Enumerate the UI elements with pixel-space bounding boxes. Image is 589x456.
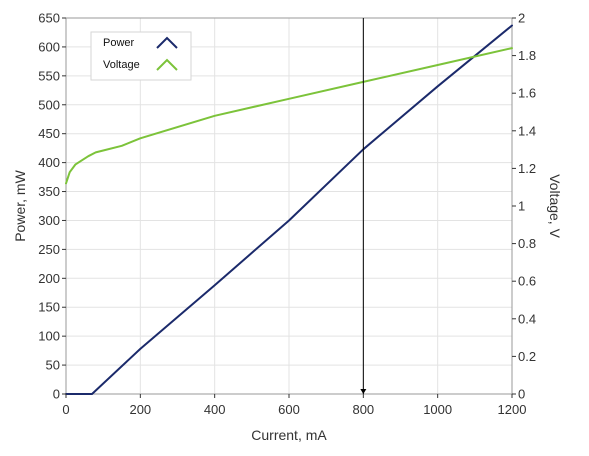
legend-swatch-power [156,36,178,49]
x-tick-label: 400 [204,402,226,417]
left-tick-label: 100 [38,329,60,344]
left-axis-ticks: 0 50 100 150 200 250 300 350 400 450 500 550 600 650 [38,11,66,402]
x-tick-label: 800 [352,402,374,417]
series-line-voltage [65,47,513,185]
legend-label-power: Power [103,37,135,49]
x-axis-ticks: 0 200 400 600 800 1000 1200 [62,394,526,417]
left-tick-label: 350 [38,184,60,199]
legend-label-voltage: Voltage [103,59,140,71]
x-tick-label: 1200 [498,402,527,417]
x-axis-label: Current, mA [251,427,327,443]
right-tick-label: 1.6 [518,86,536,101]
right-tick-label: 0.6 [518,274,536,289]
right-tick-label: 1.8 [518,48,536,63]
right-tick-label: 1 [518,199,525,214]
x-tick-label: 0 [62,402,69,417]
cursor-marker [360,389,367,394]
left-tick-label: 500 [38,97,60,112]
right-axis-label: Voltage, V [547,174,563,238]
x-tick-label: 1000 [423,402,452,417]
right-tick-label: 0.2 [518,349,536,364]
right-tick-label: 1.4 [518,123,536,138]
series-layer [65,24,513,395]
right-tick-label: 0.8 [518,236,536,251]
left-tick-label: 650 [38,11,60,26]
right-tick-label: 1.2 [518,161,536,176]
right-tick-label: 0.4 [518,311,536,326]
left-tick-label: 0 [53,387,60,402]
left-tick-label: 450 [38,126,60,141]
x-tick-label: 600 [278,402,300,417]
right-axis-ticks: 0 0.2 0.4 0.6 0.8 1 1.2 1.4 1.6 1.8 2 [512,11,536,402]
left-tick-label: 150 [38,300,60,315]
series-line-power [65,24,513,395]
left-tick-label: 300 [38,213,60,228]
x-tick-label: 200 [129,402,151,417]
left-tick-label: 50 [46,358,60,373]
left-axis-label: Power, mW [12,169,28,241]
left-tick-label: 400 [38,155,60,170]
legend[interactable]: Power Voltage [90,31,192,81]
left-tick-label: 250 [38,242,60,257]
legend-box [90,31,192,81]
left-tick-label: 200 [38,271,60,286]
legend-swatch-voltage [156,58,178,71]
right-tick-label: 2 [518,11,525,26]
left-tick-label: 550 [38,68,60,83]
right-tick-label: 0 [518,387,525,402]
left-tick-label: 600 [38,39,60,54]
